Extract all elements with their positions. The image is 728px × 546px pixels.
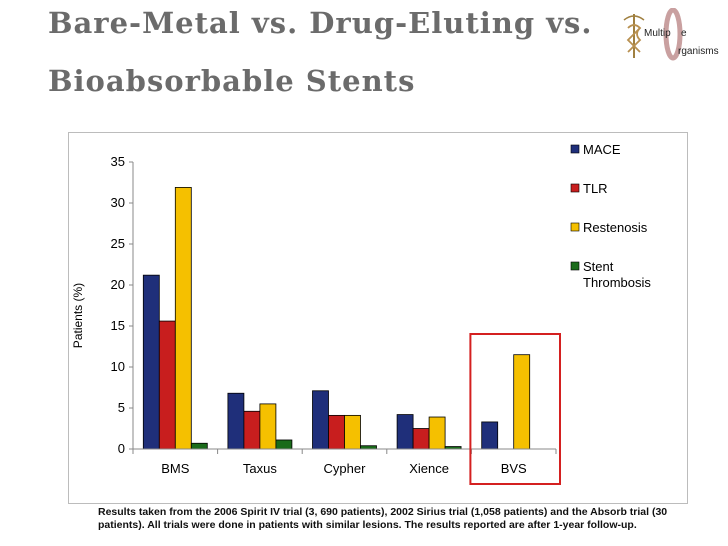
legend-swatch-stent-thrombosis [570,261,580,271]
logo-text-line-1: Multip [644,28,671,39]
bar-xience-mace [396,414,414,450]
slide-title-line-2: Bioabsorbable Stents [48,64,416,98]
legend-label-mace: MACE [583,142,621,157]
y-axis-label: Patients (%) [71,283,85,348]
y-tick-label: 20 [111,277,125,292]
x-tick-label-taxus: Taxus [243,461,277,476]
legend-label-stent-thrombosis: Stent Thrombosis [583,259,651,290]
bar-bms-tlr [158,320,176,450]
bar-cypher-tlr [328,414,345,450]
y-tick-label: 30 [111,195,125,210]
y-tick-label: 15 [111,318,125,333]
y-tick-label: 0 [118,441,125,456]
caduceus-icon [623,8,683,61]
bar-bms-stent-thrombosis [190,442,208,450]
logo: Multip e rganisms [618,8,728,64]
legend-label-tlr: TLR [583,181,608,196]
bar-xience-restenosis [428,416,446,450]
bar-taxus-mace [227,392,245,450]
y-tick-label: 5 [118,400,125,415]
slide-title-line-1: Bare-Metal vs. Drug-Eluting vs. [48,6,593,40]
x-tick-label-cypher: Cypher [324,461,367,476]
bar-bms-restenosis [174,187,192,450]
x-tick-label-xience: Xience [409,461,449,476]
y-tick-label: 10 [111,359,125,374]
bar-bms-mace [142,274,160,450]
x-tick-label-bms: BMS [161,461,190,476]
y-tick-label: 25 [111,236,125,251]
footnote: Results taken from the 2006 Spirit IV tr… [98,506,668,531]
x-tick-label-bvs: BVS [501,461,527,476]
legend-label-restenosis: Restenosis [583,220,648,235]
logo-ring [663,8,683,61]
bar-bvs-mace [481,421,499,450]
chart-frame [68,132,688,504]
logo-text-line-2: rganisms [678,46,719,57]
bar-cypher-mace [312,390,329,450]
bar-taxus-stent-thrombosis [275,439,293,450]
legend-swatch-restenosis [570,222,580,232]
highlight-box-bvs [469,333,561,485]
bar-xience-tlr [412,428,430,450]
y-tick-label: 35 [111,154,125,169]
bar-bvs-restenosis [513,354,531,450]
bar-cypher-restenosis [344,414,361,450]
bar-taxus-restenosis [259,403,277,450]
logo-text-line-1-end: e [681,28,687,39]
legend-swatch-tlr [570,183,580,193]
legend-swatch-mace [570,144,580,154]
bar-taxus-tlr [243,410,261,450]
